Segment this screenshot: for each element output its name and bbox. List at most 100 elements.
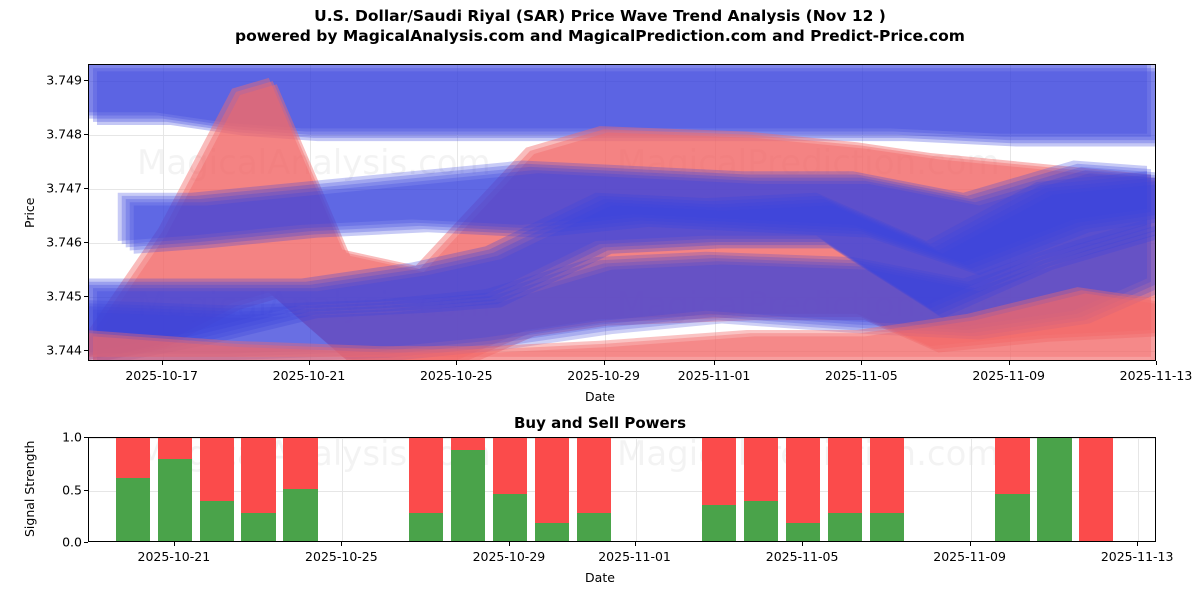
bar-segment-buy[interactable] [576,512,611,541]
xtick-mark [308,361,310,365]
gridline-vertical [604,65,606,360]
wave-band-blue-band-lower [89,225,1155,360]
page-subtitle: powered by MagicalAnalysis.com and Magic… [235,27,965,45]
wave-band-blue-band-mid-2 [89,174,1152,357]
bar-column[interactable] [199,438,234,541]
wave-band-blue-band-mid-1 [133,173,1155,276]
gridline-vertical [970,438,972,541]
buy-sell-plot-area: MagicalAnalysis.comMagicalPrediction.com [89,438,1155,541]
bar-segment-buy[interactable] [702,505,737,541]
bar-segment-sell[interactable] [827,438,863,513]
bar-segment-buy[interactable] [995,493,1030,541]
bar-segment-sell[interactable] [785,438,821,524]
bar-column[interactable] [492,438,528,541]
bar-segment-sell[interactable] [1079,438,1114,541]
bar-segment-sell[interactable] [199,438,234,502]
bar-segment-sell[interactable] [702,438,737,506]
ytick-label: 3.748 [46,126,82,142]
bar-segment-buy[interactable] [157,459,192,541]
bar-segment-sell[interactable] [408,438,444,513]
bar-column[interactable] [827,438,863,541]
bar-segment-buy[interactable] [199,501,234,541]
bar-column[interactable] [869,438,904,541]
bar-column[interactable] [283,438,318,541]
bar-column[interactable] [241,438,276,541]
xtick-label: 2025-11-13 [1100,549,1174,564]
xtick-mark [603,361,605,365]
bar-segment-buy[interactable] [492,493,528,541]
bar-segment-buy[interactable] [283,488,318,541]
xtick-mark [1137,542,1139,546]
xtick-mark [969,542,971,546]
wave-band-blue-band-lower [89,219,1148,354]
bar-column[interactable] [702,438,737,541]
bar-column[interactable] [995,438,1030,541]
xtick-mark [634,542,636,546]
xtick-label: 2025-11-09 [933,549,1006,564]
bar-column[interactable] [157,438,192,541]
bar-column[interactable] [1079,438,1114,541]
bar-column[interactable] [115,438,151,541]
bar-segment-buy[interactable] [744,501,779,541]
wave-band-blue-band-outer [89,65,1148,134]
gridline-vertical [862,65,864,360]
ytick-label: 0.0 [62,534,82,550]
xtick-label: 2025-10-29 [472,549,546,564]
bar-segment-buy[interactable] [1037,438,1072,541]
bar-segment-sell[interactable] [534,438,569,524]
xtick-mark [508,542,510,546]
wave-band-red-band-lower [89,287,1152,357]
buy-sell-chart-title: Buy and Sell Powers [513,414,686,432]
bar-segment-sell[interactable] [869,438,904,513]
bar-segment-sell[interactable] [576,438,611,513]
wave-band-blue-band-mid-2 [89,171,1148,353]
bar-segment-sell[interactable] [995,438,1030,494]
buy-sell-yaxis-label: Signal Strength [22,440,37,537]
gridline-horizontal [89,135,1155,137]
xtick-label: 2025-10-25 [305,549,378,564]
bar-segment-buy[interactable] [869,512,904,541]
bar-segment-buy[interactable] [450,449,486,541]
price-wave-xaxis-label: Date [585,389,615,404]
xtick-label: 2025-10-29 [567,368,640,383]
bar-column[interactable] [1037,438,1072,541]
xtick-mark [1008,361,1010,365]
bar-segment-sell[interactable] [450,438,486,450]
wave-band-red-band-peak [89,81,1155,360]
bar-column[interactable] [534,438,569,541]
ytick-mark [84,489,88,491]
bar-segment-sell[interactable] [115,438,151,478]
ytick-label: 3.747 [46,180,82,196]
bar-column[interactable] [576,438,611,541]
gridline-vertical [1009,65,1011,360]
bar-segment-buy[interactable] [408,512,444,541]
wave-band-blue-band-mid-2 [92,181,1155,360]
gridline-vertical [1138,438,1140,541]
bar-segment-buy[interactable] [534,523,569,541]
bar-segment-buy[interactable] [241,512,276,541]
ytick-label: 1.0 [62,429,82,445]
bar-segment-buy[interactable] [827,512,863,541]
bar-segment-sell[interactable] [283,438,318,489]
bar-segment-buy[interactable] [115,478,151,541]
bar-segment-sell[interactable] [492,438,528,494]
gridline-vertical [162,65,164,360]
xtick-mark [1156,361,1157,365]
ytick-mark [84,188,88,190]
bar-segment-sell[interactable] [241,438,276,513]
gridline-horizontal [89,490,1155,492]
bar-column[interactable] [408,438,444,541]
bar-column[interactable] [785,438,821,541]
xtick-label: 2025-11-05 [765,549,839,564]
wave-band-blue-band-mid-1 [129,170,1155,272]
bar-segment-buy[interactable] [785,523,821,541]
bar-column[interactable] [744,438,779,541]
gridline-vertical [715,65,717,360]
bar-segment-sell[interactable] [157,438,192,460]
wave-band-blue-band-mid-1 [125,166,1155,269]
gridline-vertical [457,65,459,360]
bar-column[interactable] [450,438,486,541]
bar-segment-sell[interactable] [744,438,779,502]
gridline-horizontal [89,81,1155,83]
xtick-label: 2025-11-09 [972,368,1046,383]
